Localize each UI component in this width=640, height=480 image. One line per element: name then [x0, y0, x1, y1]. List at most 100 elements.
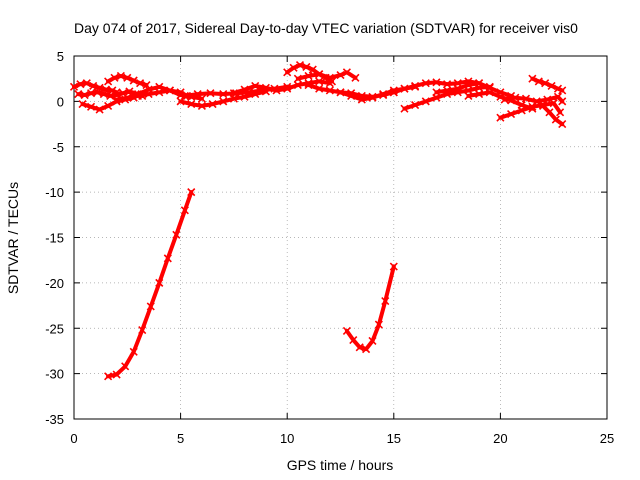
y-tick-label: -30: [45, 367, 64, 382]
data-point: [82, 79, 91, 88]
data-point: [464, 80, 473, 90]
series-arc-9: [229, 77, 334, 98]
data-point: [129, 76, 138, 85]
data-point: [138, 325, 147, 335]
data-point: [136, 79, 145, 88]
data-point: [541, 79, 550, 88]
series-arc-descent-2: [342, 262, 398, 354]
data-point: [496, 113, 505, 122]
data-point: [304, 80, 313, 90]
x-tick-labels: 0 5 10 15 20 25: [70, 431, 614, 446]
data-point: [229, 89, 238, 98]
y-tick-label: -25: [45, 321, 64, 336]
data-point: [180, 91, 189, 100]
series-line: [344, 264, 396, 352]
data-point: [511, 93, 520, 102]
x-axis-label: GPS time / hours: [287, 457, 394, 473]
data-point: [443, 80, 452, 89]
x-tick-label: 25: [600, 431, 614, 446]
data-point: [538, 101, 548, 110]
data-point: [112, 370, 121, 379]
series-line: [106, 190, 194, 379]
data-point: [110, 73, 119, 82]
data-point: [95, 105, 104, 114]
data-point: [289, 63, 298, 72]
data-point: [123, 93, 132, 102]
data-point: [545, 108, 554, 117]
data-point: [251, 81, 260, 91]
data-point: [146, 302, 155, 311]
data-point: [400, 104, 409, 113]
data-point: [411, 100, 420, 110]
series-line: [231, 79, 332, 96]
data-point: [558, 86, 567, 95]
data-point: [500, 95, 509, 104]
data-point: [180, 206, 189, 215]
data-point: [283, 84, 292, 93]
data-point: [142, 80, 151, 90]
data-point: [432, 88, 441, 97]
data-point: [325, 73, 334, 82]
data-point: [155, 82, 164, 91]
series-arc-descent-1: [104, 188, 196, 381]
data-point: [89, 81, 98, 91]
series-arc-19: [500, 92, 567, 106]
data-point: [80, 90, 89, 100]
data-point: [240, 85, 249, 94]
data-point: [453, 84, 462, 93]
data-point: [443, 86, 452, 95]
data-point: [315, 70, 324, 79]
data-point: [129, 347, 138, 356]
data-point: [116, 71, 125, 81]
data-point: [76, 80, 85, 89]
x-tick-label: 10: [280, 431, 294, 446]
data-point: [342, 326, 351, 336]
data-point: [112, 95, 121, 104]
data-point: [362, 345, 371, 354]
data-point: [95, 83, 104, 92]
data-point: [389, 88, 398, 97]
data-point: [219, 90, 228, 99]
data-point: [517, 106, 526, 115]
y-tick-label: 5: [57, 49, 64, 64]
data-point: [187, 188, 196, 197]
x-tick-label: 20: [493, 431, 507, 446]
data-point: [293, 80, 302, 90]
series-arc-20: [528, 74, 567, 95]
series-arc-11: [293, 68, 360, 83]
data-point: [283, 68, 292, 77]
data-point: [336, 88, 345, 97]
data-point: [558, 97, 567, 106]
data-point: [304, 71, 313, 81]
data-point: [93, 88, 102, 97]
data-point: [308, 65, 317, 74]
data-series: [69, 61, 567, 381]
data-point: [549, 99, 558, 108]
data-point: [547, 81, 556, 91]
data-point: [553, 84, 563, 93]
data-point: [123, 73, 132, 82]
data-point: [261, 83, 270, 92]
data-point: [381, 296, 390, 306]
data-point: [125, 87, 134, 96]
x-tick-label: 0: [70, 431, 77, 446]
y-axis-label: SDTVAR / TECUs: [5, 182, 21, 294]
data-point: [532, 97, 541, 106]
data-point: [165, 86, 175, 95]
data-point: [368, 93, 377, 102]
data-point: [206, 89, 215, 98]
y-tick-label: -10: [45, 185, 64, 200]
data-point: [342, 68, 351, 77]
data-point: [475, 79, 484, 88]
y-tick-label: -35: [45, 412, 64, 427]
data-point: [421, 97, 430, 106]
data-point: [106, 91, 115, 100]
data-point: [104, 372, 113, 381]
y-tick-label: -15: [45, 231, 64, 246]
data-point: [69, 82, 79, 91]
y-tick-label: -20: [45, 276, 64, 291]
data-point: [528, 74, 537, 83]
data-point: [101, 85, 111, 94]
data-point: [368, 336, 377, 346]
data-point: [349, 335, 358, 345]
